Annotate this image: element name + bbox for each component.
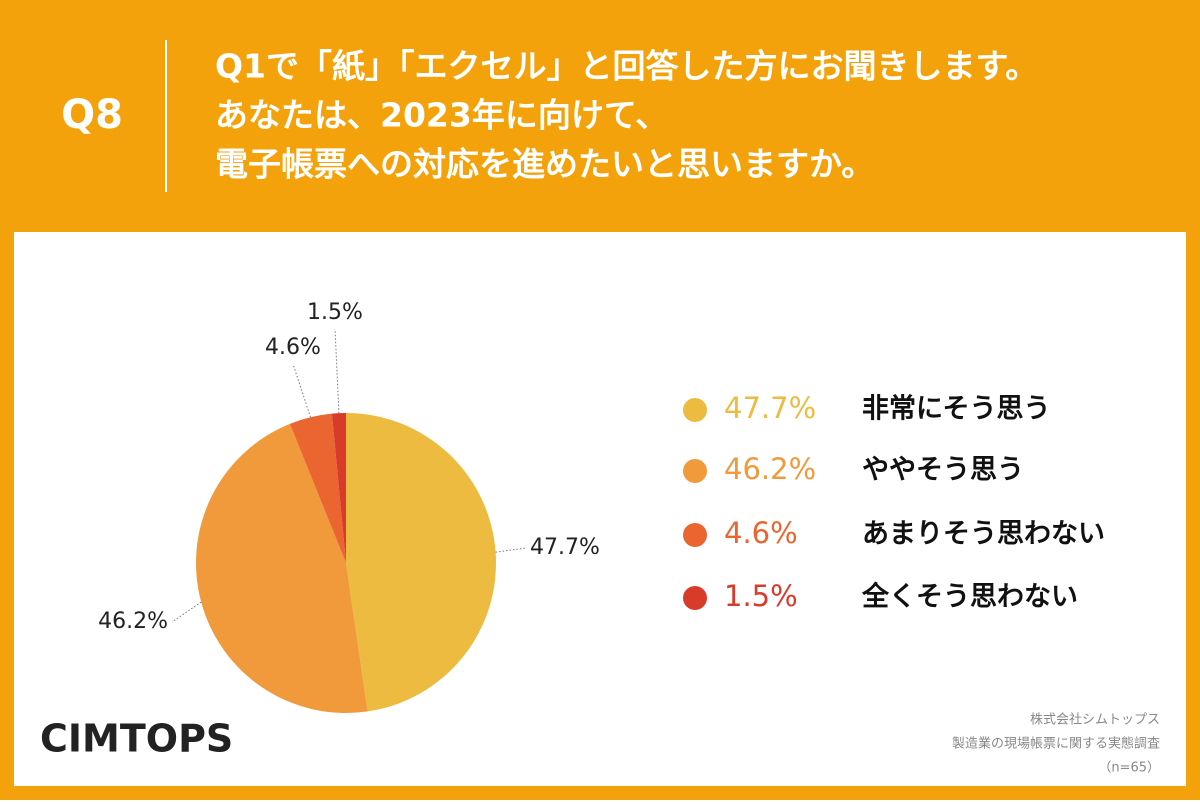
question-label: Q8 <box>61 92 123 138</box>
pie-slice <box>196 423 368 713</box>
pie-slice <box>346 413 496 712</box>
logo: CIMTOPS <box>40 717 233 761</box>
data-label: 47.7% <box>530 535 600 560</box>
data-label: 46.2% <box>98 609 168 634</box>
source: 株式会社シムトップス <box>1030 712 1160 728</box>
panel <box>14 232 1186 786</box>
legend-value: 47.7% <box>724 391 816 425</box>
legend-label: あまりそう思わない <box>862 519 1105 550</box>
data-label: 4.6% <box>265 335 321 360</box>
data-label: 1.5% <box>307 300 363 325</box>
legend-label: 非常にそう思う <box>862 394 1050 425</box>
source: 製造業の現場帳票に関する実態調査 <box>952 736 1160 752</box>
legend-label: 全くそう思わない <box>861 581 1078 613</box>
title-line: Q1で「紙」「エクセル」と回答した方にお聞きします。 <box>215 47 1038 86</box>
legend-value: 1.5% <box>724 579 798 613</box>
title-line: 電子帳票への対応を進めたいと思いますか。 <box>215 145 874 184</box>
legend-label: ややそう思う <box>862 455 1024 486</box>
legend-marker <box>683 523 707 547</box>
source: （n=65） <box>1098 761 1160 776</box>
legend-marker <box>683 459 707 483</box>
title-line: あなたは、2023年に向けて、 <box>215 96 668 135</box>
pie-slice <box>289 413 346 563</box>
leader-line <box>334 328 340 414</box>
legend-value: 46.2% <box>724 452 816 486</box>
leader-line <box>495 547 527 553</box>
legend-marker <box>683 398 707 422</box>
legend-marker <box>683 586 707 610</box>
leader-line <box>292 363 312 418</box>
pie-slice <box>331 413 346 563</box>
legend-value: 4.6% <box>724 516 798 550</box>
leader-line <box>171 601 202 623</box>
